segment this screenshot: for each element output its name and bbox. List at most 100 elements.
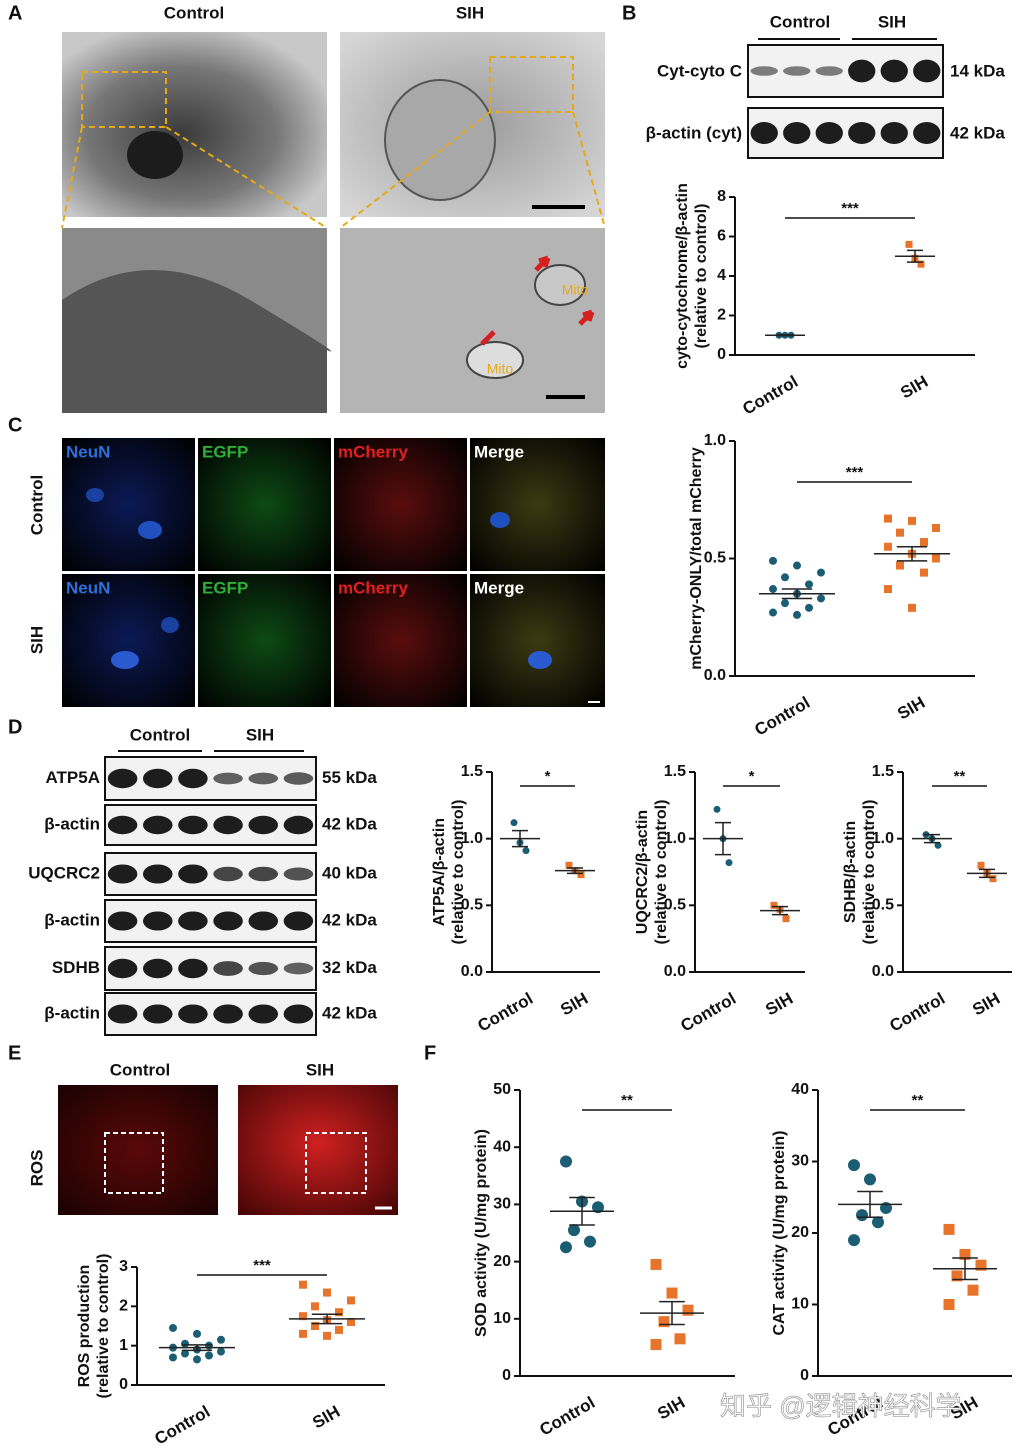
annotation: Mito bbox=[562, 282, 589, 298]
data-point bbox=[989, 875, 997, 883]
y-tick-label: 40 bbox=[493, 1138, 511, 1155]
data-point bbox=[884, 585, 892, 594]
y-tick-label: 1.5 bbox=[664, 763, 686, 780]
y-tick-label: 0 bbox=[119, 1376, 128, 1393]
group-label: SIH bbox=[246, 725, 274, 744]
y-tick-label: 1.0 bbox=[664, 830, 686, 847]
blot-box bbox=[104, 804, 317, 846]
band bbox=[248, 961, 279, 976]
y-tick-label: 0 bbox=[800, 1367, 809, 1384]
band bbox=[213, 961, 243, 976]
data-point bbox=[584, 1235, 596, 1248]
blot-size: 42 kDa bbox=[322, 1003, 377, 1022]
error-bar bbox=[952, 1257, 978, 1281]
error-bar bbox=[777, 334, 793, 337]
watermark: 知乎 @逻辑神经科学 bbox=[720, 1391, 962, 1421]
data-point bbox=[769, 585, 777, 594]
y-axis-label: ATP5A/β-actin bbox=[431, 818, 448, 926]
error-bar bbox=[512, 829, 528, 848]
data-point bbox=[299, 1312, 307, 1321]
band bbox=[248, 1004, 279, 1024]
band bbox=[178, 768, 208, 789]
data-point bbox=[943, 1299, 955, 1310]
data-point bbox=[193, 1329, 201, 1338]
y-tick-label: 0.5 bbox=[872, 897, 894, 914]
data-point bbox=[884, 514, 892, 523]
data-point bbox=[769, 608, 777, 617]
data-point bbox=[805, 580, 813, 589]
error-bar bbox=[659, 1300, 685, 1326]
error-bar bbox=[569, 1196, 595, 1226]
y-tick-label: 1.5 bbox=[872, 763, 894, 780]
chart: 0.0 0.5 1.0 1.5 UQCRC2/β-actin (relative to c… bbox=[634, 763, 805, 1036]
x-tick-label: Control bbox=[751, 693, 813, 740]
error-bar bbox=[907, 249, 923, 263]
y-axis-label: cyto-cytochrome/β-actin bbox=[674, 183, 691, 369]
blot-label: β-actin (cyt) bbox=[646, 123, 742, 142]
y-axis-label: (relative to control) bbox=[95, 1254, 112, 1399]
band bbox=[107, 911, 138, 931]
data-point bbox=[932, 523, 940, 532]
panel-label: A bbox=[8, 2, 22, 24]
band bbox=[178, 958, 208, 979]
column-label: SIH bbox=[456, 3, 484, 22]
y-axis-label: UQCRC2/β-actin bbox=[634, 810, 651, 934]
error-bar bbox=[781, 588, 813, 600]
column-label: Control bbox=[164, 3, 224, 22]
data-point bbox=[522, 847, 530, 855]
panel-label: B bbox=[622, 2, 636, 24]
data-point bbox=[934, 841, 942, 849]
data-point bbox=[917, 260, 925, 268]
y-axis-label: ROS production bbox=[76, 1265, 93, 1388]
data-point bbox=[781, 599, 789, 608]
significance-label: ** bbox=[621, 1092, 633, 1109]
blot-box bbox=[747, 44, 944, 98]
y-axis-label: (relative to control) bbox=[861, 800, 878, 945]
channel-label: NeuN bbox=[66, 578, 110, 597]
significance-label: * bbox=[749, 768, 755, 785]
data-point bbox=[347, 1318, 355, 1327]
y-tick-label: 2 bbox=[119, 1298, 128, 1315]
blot-size: 40 kDa bbox=[322, 863, 377, 882]
band bbox=[880, 122, 908, 144]
data-point bbox=[193, 1355, 201, 1364]
data-point bbox=[967, 1284, 979, 1296]
data-point bbox=[510, 819, 518, 827]
data-point bbox=[959, 1248, 971, 1260]
data-point bbox=[793, 561, 801, 570]
y-tick-label: 1.5 bbox=[461, 763, 483, 780]
band bbox=[750, 122, 778, 144]
y-tick-label: 0 bbox=[717, 346, 726, 363]
panel-label: C bbox=[8, 414, 22, 436]
error-bar bbox=[715, 821, 731, 856]
data-point bbox=[323, 1288, 331, 1297]
y-tick-label: 0 bbox=[502, 1367, 511, 1384]
y-tick-label: 0.5 bbox=[664, 897, 686, 914]
row-label: ROS bbox=[27, 1150, 46, 1187]
error-bar bbox=[311, 1313, 343, 1325]
data-point bbox=[674, 1333, 686, 1345]
y-tick-label: 20 bbox=[493, 1253, 511, 1270]
data-point bbox=[943, 1223, 955, 1235]
data-point bbox=[560, 1155, 572, 1168]
band bbox=[178, 815, 208, 835]
x-tick-label: SIH bbox=[654, 1393, 688, 1424]
data-point bbox=[908, 516, 916, 525]
western-blot bbox=[747, 44, 944, 159]
blot-size: 42 kDa bbox=[322, 910, 377, 929]
band bbox=[848, 122, 876, 144]
data-point bbox=[181, 1349, 189, 1358]
x-tick-label: SIH bbox=[309, 1402, 343, 1433]
channel-label: mCherry bbox=[338, 442, 408, 461]
blot-size: 32 kDa bbox=[322, 958, 377, 977]
data-point bbox=[920, 538, 928, 547]
band bbox=[142, 768, 173, 789]
data-point bbox=[856, 1209, 868, 1222]
y-axis-label: SDHB/β-actin bbox=[842, 821, 859, 923]
band bbox=[107, 815, 138, 835]
band bbox=[107, 768, 138, 789]
blot-box bbox=[104, 899, 317, 943]
data-point bbox=[560, 1241, 572, 1254]
y-axis-label: SOD activity (U/mg protein) bbox=[473, 1129, 490, 1337]
